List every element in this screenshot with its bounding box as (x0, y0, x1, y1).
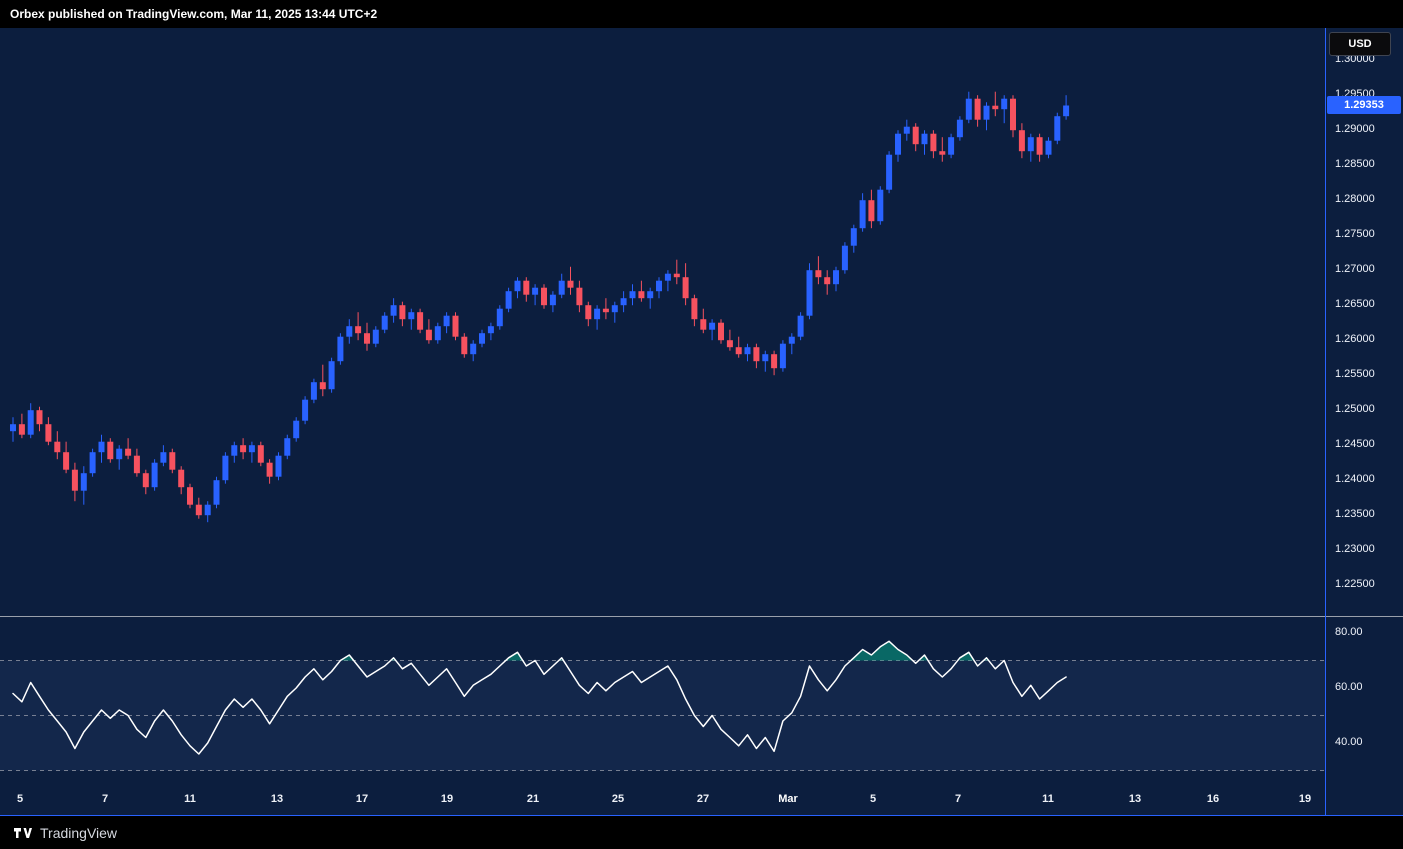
time-label: 25 (611, 793, 625, 805)
currency-button[interactable]: USD (1329, 32, 1391, 56)
price-tick: 1.25500 (1335, 368, 1375, 381)
time-label: 27 (696, 793, 710, 805)
price-tick: 1.27500 (1335, 228, 1375, 241)
time-label: 5 (869, 793, 877, 805)
rsi-tick: 60.00 (1335, 681, 1363, 693)
price-tick: 1.27000 (1335, 263, 1375, 276)
time-label: 16 (1206, 793, 1220, 805)
price-axis[interactable]: 1.30000 1.29500 1.29000 1.28500 1.28000 1.275… (1325, 28, 1403, 815)
attribution-text: Orbex published on TradingView.com, Mar … (10, 7, 378, 21)
time-label: 13 (270, 793, 284, 805)
price-tick: 1.23500 (1335, 508, 1375, 521)
time-label: 5 (16, 793, 24, 805)
time-label: 21 (526, 793, 540, 805)
last-price-label: 1.29353 (1327, 96, 1401, 114)
price-tick: 1.26500 (1335, 298, 1375, 311)
time-label: 11 (1042, 793, 1054, 805)
rsi-pane[interactable] (0, 617, 1325, 786)
time-axis[interactable]: 5 7 11 13 17 19 21 25 27 Mar 5 7 11 13 16 19 (0, 786, 1403, 815)
time-label: 19 (1298, 793, 1312, 805)
price-tick: 1.25000 (1335, 403, 1375, 416)
price-tick: 1.24500 (1335, 438, 1375, 451)
time-label: 11 (184, 793, 196, 805)
time-label: 13 (1128, 793, 1142, 805)
time-label: Mar (778, 793, 798, 805)
main-chart-pane[interactable] (0, 28, 1325, 616)
tradingview-logo-icon[interactable] (14, 826, 32, 840)
footer-brand[interactable]: TradingView (40, 824, 118, 841)
price-tick: 1.22500 (1335, 578, 1375, 591)
rsi-tick: 40.00 (1335, 736, 1363, 748)
price-tick: 1.23000 (1335, 543, 1375, 556)
time-label: 19 (440, 793, 454, 805)
time-label: 7 (101, 793, 109, 805)
price-tick: 1.28000 (1335, 193, 1375, 206)
rsi-tick: 80.00 (1335, 626, 1363, 638)
footer-bar: TradingView (0, 816, 1403, 849)
price-tick: 1.30000 (1335, 53, 1375, 66)
price-tick: 1.28500 (1335, 158, 1375, 171)
price-tick: 1.29000 (1335, 123, 1375, 136)
header-bar: Orbex published on TradingView.com, Mar … (0, 0, 1403, 28)
price-tick: 1.26000 (1335, 333, 1375, 346)
price-tick: 1.24000 (1335, 473, 1375, 486)
time-label: 7 (954, 793, 962, 805)
time-label: 17 (355, 793, 369, 805)
